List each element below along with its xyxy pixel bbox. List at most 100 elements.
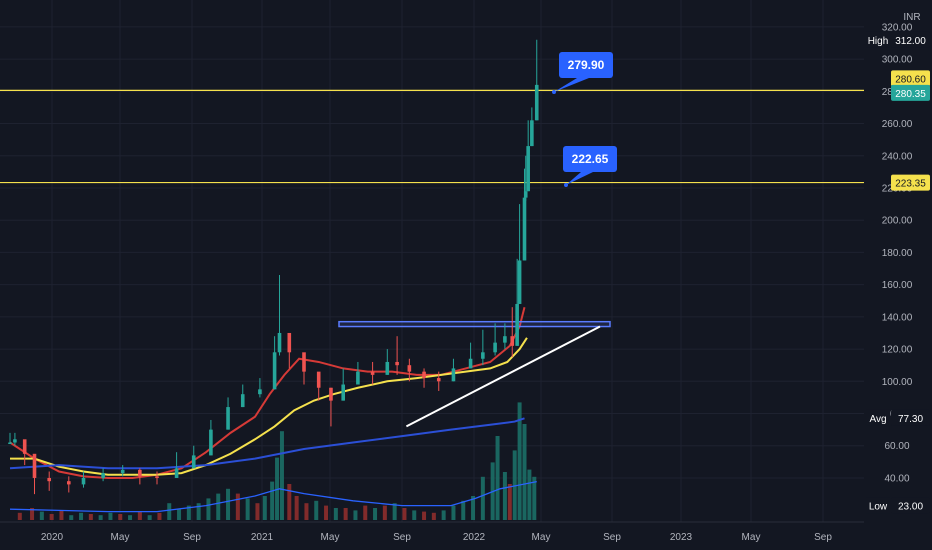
candle-body [277, 332, 282, 353]
currency-text: INR [903, 12, 920, 23]
price-tag-bg [891, 31, 930, 48]
candle-body [81, 477, 86, 485]
y-tick-label: 100.00 [882, 377, 913, 388]
x-tick-label: Sep [603, 532, 621, 543]
volume-bar [128, 515, 133, 520]
candle-body [329, 387, 333, 401]
y-tick-label: 160.00 [882, 280, 913, 291]
volume-bar [294, 496, 299, 520]
volume-bar [522, 424, 527, 520]
volume-bar [177, 509, 182, 520]
time-axis[interactable]: 2020 May Sep 2021 May Sep 2022 May Sep 2023 May Sep [0, 521, 864, 543]
price-callout[interactable]: 279.90 [552, 52, 613, 94]
candle-body [258, 389, 262, 395]
y-tick-label: 40.00 [884, 473, 909, 484]
volume-bar [507, 484, 512, 520]
candle-body [287, 332, 292, 353]
last-price-tag: 280.35 [891, 84, 930, 101]
candle-body [8, 442, 12, 445]
volume-bar [495, 436, 500, 520]
price-tag-bg [891, 70, 930, 87]
candle-body [515, 303, 519, 346]
y-tick-label: 300.00 [882, 55, 913, 66]
candlesticks [8, 39, 539, 495]
volume-bar [441, 510, 446, 520]
volume-bar [304, 503, 309, 520]
candle-body [302, 352, 306, 372]
x-tick-label: Sep [814, 532, 832, 543]
x-tick-label: May [111, 532, 130, 543]
candle-body [503, 336, 507, 343]
volume-bar [30, 508, 35, 520]
volume-bar [226, 488, 231, 520]
volume-bar [287, 484, 292, 520]
candle-body [522, 197, 527, 261]
volume-bar [137, 511, 142, 520]
volume-bar [235, 493, 240, 520]
volume-bar [262, 496, 267, 520]
x-tick-label: Sep [393, 532, 411, 543]
volume-bar [167, 503, 172, 520]
annotation-layer[interactable] [0, 89, 864, 428]
volume-bar [279, 431, 284, 520]
candle-body [226, 407, 230, 430]
candle-body [493, 342, 497, 353]
x-tick-label: 2020 [41, 532, 64, 543]
grid-lines [0, 0, 864, 522]
candle-body [395, 361, 399, 366]
candle-body [101, 473, 105, 478]
candle-body [191, 455, 196, 469]
price-tag-label: Low [869, 501, 888, 512]
price-tag-label: High [868, 36, 889, 47]
candle-body [530, 120, 534, 147]
price-tag-value: 312.00 [895, 36, 926, 47]
price-tag-bg [891, 84, 930, 101]
volume-bar [471, 496, 476, 520]
price-callout[interactable]: 222.65 [563, 146, 617, 187]
volume-ma-line [9, 480, 537, 513]
volume-average-line [9, 480, 537, 513]
low-price-tag: Low 23.00 [866, 497, 930, 514]
y-tick-label: 240.00 [882, 151, 913, 162]
x-tick-label: 2023 [670, 532, 693, 543]
price-tag-bg [891, 497, 930, 514]
candle-body [385, 361, 390, 375]
y-tick-label: 260.00 [882, 119, 913, 130]
candle-body [468, 358, 473, 369]
volume-bar [333, 508, 338, 520]
volume-bar [186, 505, 191, 520]
ma-blue-line [9, 417, 525, 470]
x-tick-label: 2021 [251, 532, 274, 543]
volume-bar [480, 476, 485, 520]
candle-body [370, 371, 375, 375]
volume-bar [39, 511, 44, 520]
candle-body [316, 371, 321, 388]
candle-body [13, 439, 17, 443]
high-price-tag: High 312.00 [866, 31, 930, 48]
volume-bar [502, 472, 507, 520]
callout-labels[interactable]: 279.90 222.65 [552, 52, 617, 187]
price-tags: High 312.00 280.60 280.35 223.35 Avg 77.30 Low 2… [866, 31, 930, 514]
price-tag-bg [891, 409, 930, 426]
volume-bar [353, 510, 358, 520]
candle-body [356, 371, 360, 385]
resistance-rectangle [338, 320, 611, 328]
y-tick-label: 60.00 [884, 441, 909, 452]
y-tick-label: 180.00 [882, 248, 913, 259]
volume-bar [108, 512, 113, 520]
trendline [405, 325, 601, 428]
y-tick-label: 120.00 [882, 345, 913, 356]
price-tag-label-bg [866, 497, 890, 514]
callout-anchor-dot [564, 183, 568, 187]
x-tick-label: May [532, 532, 551, 543]
candle-body [510, 336, 515, 346]
volume-bar [422, 511, 427, 520]
candle-body [22, 439, 27, 454]
candle-body [67, 481, 71, 485]
volume-bar [88, 514, 93, 520]
callout-pointer [554, 78, 589, 92]
price-tag-label-bg [866, 31, 890, 48]
volume-bar [392, 503, 397, 520]
candle-body [120, 469, 125, 474]
